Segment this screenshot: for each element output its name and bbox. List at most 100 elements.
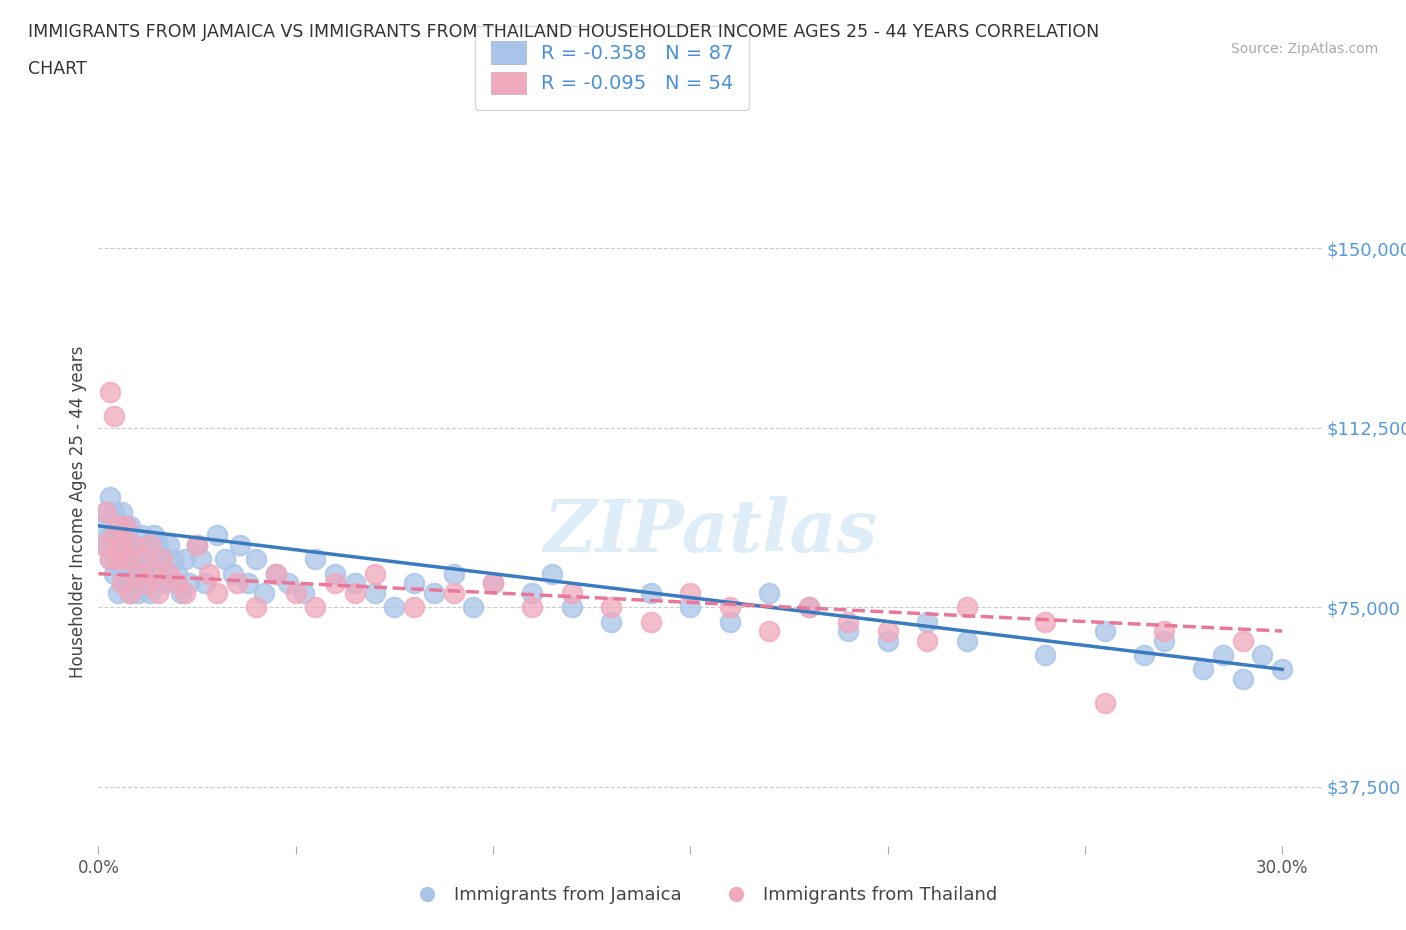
Point <box>404 600 426 615</box>
Point <box>304 600 326 615</box>
Point <box>225 576 247 591</box>
Point <box>758 624 780 639</box>
Text: IMMIGRANTS FROM JAMAICA VS IMMIGRANTS FROM THAILAND HOUSEHOLDER INCOME AGES 25 -: IMMIGRANTS FROM JAMAICA VS IMMIGRANTS FR… <box>28 23 1099 41</box>
Point <box>186 538 208 552</box>
Point <box>561 585 583 600</box>
Point <box>600 614 623 629</box>
Point <box>98 528 121 543</box>
Point <box>1035 614 1057 629</box>
Point <box>876 633 898 648</box>
Point <box>1094 624 1116 639</box>
Y-axis label: Householder Income Ages 25 - 44 years: Householder Income Ages 25 - 44 years <box>69 345 87 678</box>
Point <box>214 551 236 566</box>
Point <box>170 585 193 600</box>
Point <box>159 538 181 552</box>
Point <box>118 518 141 533</box>
Point <box>718 614 741 629</box>
Point <box>238 576 260 591</box>
Point <box>1153 624 1175 639</box>
Point <box>127 551 149 566</box>
Point <box>91 538 114 552</box>
Point <box>600 600 623 615</box>
Point <box>150 551 173 566</box>
Point <box>122 538 145 552</box>
Point <box>127 566 149 581</box>
Point <box>98 384 121 399</box>
Point <box>142 528 165 543</box>
Point <box>159 566 181 581</box>
Point <box>876 624 898 639</box>
Point <box>198 566 221 581</box>
Point <box>118 551 141 566</box>
Point <box>115 538 138 552</box>
Point <box>111 566 134 581</box>
Point <box>179 576 201 591</box>
Point <box>343 576 366 591</box>
Point <box>463 600 485 615</box>
Point <box>229 538 252 552</box>
Point <box>127 585 149 600</box>
Point <box>955 600 977 615</box>
Point <box>107 518 129 533</box>
Point <box>103 504 125 519</box>
Point <box>443 566 465 581</box>
Point <box>382 600 405 615</box>
Point <box>561 600 583 615</box>
Point <box>277 576 299 591</box>
Point <box>122 538 145 552</box>
Point <box>150 551 173 566</box>
Point <box>166 576 188 591</box>
Point <box>131 566 153 581</box>
Point <box>135 538 157 552</box>
Point <box>118 585 141 600</box>
Point <box>135 576 157 591</box>
Point <box>1153 633 1175 648</box>
Point <box>915 614 938 629</box>
Point <box>166 566 188 581</box>
Point <box>1212 647 1234 662</box>
Point <box>111 538 134 552</box>
Point <box>482 576 505 591</box>
Point <box>1192 662 1215 677</box>
Point <box>111 538 134 552</box>
Point <box>186 538 208 552</box>
Point <box>443 585 465 600</box>
Point <box>245 551 267 566</box>
Point <box>541 566 564 581</box>
Point <box>292 585 315 600</box>
Point <box>138 538 160 552</box>
Point <box>146 538 169 552</box>
Point <box>955 633 977 648</box>
Point <box>146 566 169 581</box>
Point <box>915 633 938 648</box>
Point <box>264 566 287 581</box>
Point <box>1251 647 1274 662</box>
Point <box>404 576 426 591</box>
Point <box>155 576 177 591</box>
Point <box>679 600 702 615</box>
Point <box>162 551 184 566</box>
Point <box>135 576 157 591</box>
Point <box>304 551 326 566</box>
Point <box>103 538 125 552</box>
Point <box>142 566 165 581</box>
Point <box>423 585 446 600</box>
Point <box>107 585 129 600</box>
Text: Source: ZipAtlas.com: Source: ZipAtlas.com <box>1230 42 1378 56</box>
Point <box>96 504 118 519</box>
Point <box>253 585 276 600</box>
Point <box>115 576 138 591</box>
Point <box>718 600 741 615</box>
Point <box>107 551 129 566</box>
Point <box>146 585 169 600</box>
Point <box>323 576 346 591</box>
Point <box>482 576 505 591</box>
Legend: R = -0.358   N = 87, R = -0.095   N = 54: R = -0.358 N = 87, R = -0.095 N = 54 <box>475 26 749 110</box>
Point <box>107 551 129 566</box>
Point <box>138 551 160 566</box>
Point <box>284 585 307 600</box>
Point <box>98 551 121 566</box>
Point <box>103 566 125 581</box>
Point <box>174 585 197 600</box>
Point <box>111 504 134 519</box>
